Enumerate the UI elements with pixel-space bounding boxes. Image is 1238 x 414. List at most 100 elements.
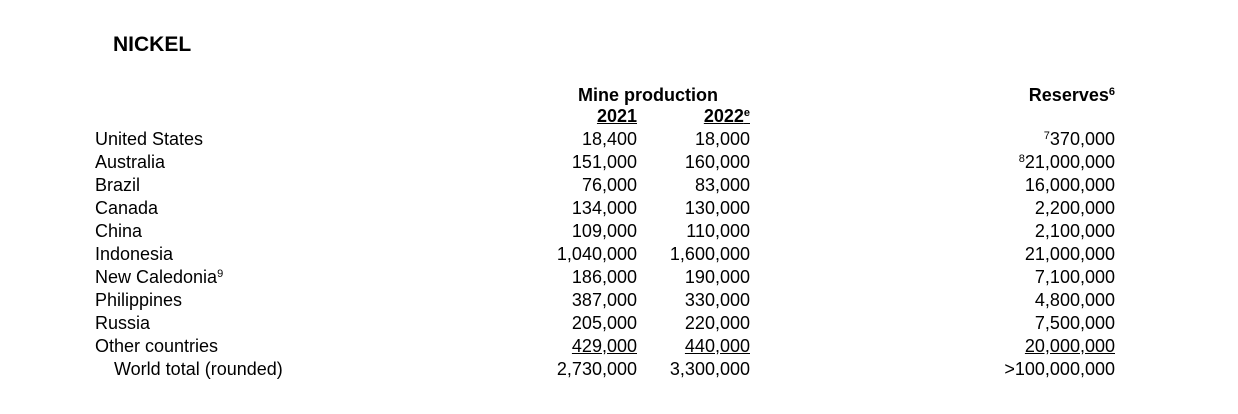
year-label: 2021 [596,106,637,126]
production-value: 3,300,000 [670,359,750,379]
name: Russia [95,313,151,333]
country-name: Other countries [95,336,218,356]
name: China [95,221,143,241]
production-value: 130,000 [685,198,750,218]
production-value: 387,000 [572,290,637,310]
production-value: 220,000 [685,313,750,333]
reserves-header: Reserves6 [1029,85,1115,105]
production-value: 440,000 [685,336,750,356]
year-label: 2022e [703,106,750,126]
reserves-value: 21,000,000 [1025,244,1115,264]
name: Other countries [95,336,219,356]
country-name: Indonesia [95,244,173,264]
footnote: 9 [217,268,224,280]
value: 160,000 [684,152,750,172]
reserves-value: 20,000,000 [1025,336,1115,356]
value: 76,000 [581,175,637,195]
production-value: 83,000 [695,175,750,195]
country-name: New Caledonia9 [95,267,223,287]
value: 2,200,000 [1034,198,1115,218]
value: 205,000 [571,313,637,333]
footnote: e [743,107,750,119]
production-value: 1,040,000 [557,244,637,264]
country-name: Australia [95,152,165,172]
reserves-value: 821,000,000 [1019,152,1115,172]
name: United States [95,129,204,149]
value: 18,400 [581,129,637,149]
name: Indonesia [95,244,174,264]
name: Canada [95,198,159,218]
name: New Caledonia [95,267,218,287]
reserves-value: >100,000,000 [1004,359,1115,379]
production-value: 1,600,000 [670,244,750,264]
value: 134,000 [571,198,637,218]
production-value: 429,000 [572,336,637,356]
value: 330,000 [684,290,750,310]
production-value: 110,000 [686,221,750,241]
group-header: Mine production [578,85,718,105]
production-value: 186,000 [572,267,637,287]
reserves-label: Reserves [1028,85,1109,105]
country-name: Canada [95,198,158,218]
reserves-value: 7370,000 [1044,129,1115,149]
value: 18,000 [694,129,750,149]
value: 387,000 [571,290,637,310]
value: 429,000 [571,336,637,356]
production-value: 160,000 [685,152,750,172]
name: Brazil [95,175,141,195]
value: 7,100,000 [1034,267,1115,287]
title: NICKEL [113,33,192,56]
production-value: 2,730,000 [557,359,637,379]
name: World total (rounded) [114,359,283,379]
value: 440,000 [684,336,750,356]
country-name: World total (rounded) [114,359,283,379]
production-value: 190,000 [685,267,750,287]
footnote: 8 [1018,153,1025,165]
reserves-value: 4,800,000 [1035,290,1115,310]
value: 2,730,000 [556,359,637,379]
production-value: 109,000 [572,221,637,241]
country-name: Philippines [95,290,182,310]
reserves-value: 7,500,000 [1035,313,1115,333]
production-value: 18,400 [582,129,637,149]
year-header: 2022e [704,106,750,126]
value: 190,000 [684,267,750,287]
footnote: 7 [1043,130,1050,142]
reserves-value: 2,200,000 [1035,198,1115,218]
value: 3,300,000 [669,359,750,379]
production-value: 205,000 [572,313,637,333]
year-header: 2021 [597,106,637,126]
country-name: Russia [95,313,150,333]
value: 151,000 [571,152,637,172]
country-name: China [95,221,142,241]
value: 83,000 [694,175,750,195]
country-name: United States [95,129,203,149]
value: 130,000 [684,198,750,218]
country-name: Brazil [95,175,140,195]
value: 110,000 [686,221,750,241]
reserves-value: 7,100,000 [1035,267,1115,287]
reserves-value: 16,000,000 [1025,175,1115,195]
value: 7,500,000 [1034,313,1115,333]
value: 4,800,000 [1034,290,1115,310]
value: 186,000 [571,267,637,287]
production-value: 76,000 [582,175,637,195]
value: 2,100,000 [1034,221,1115,241]
value: 21,000,000 [1024,152,1115,172]
production-value: 151,000 [572,152,637,172]
value: 1,600,000 [669,244,750,264]
production-value: 134,000 [572,198,637,218]
name: Australia [95,152,166,172]
value: 1,040,000 [556,244,637,264]
value: 16,000,000 [1024,175,1115,195]
value: 370,000 [1049,129,1115,149]
reserves-value: 2,100,000 [1035,221,1115,241]
footnote: 6 [1108,86,1115,98]
value: 109,000 [571,221,637,241]
production-value: 18,000 [695,129,750,149]
value: 220,000 [684,313,750,333]
value: >100,000,000 [1004,359,1115,379]
name: Philippines [95,290,183,310]
value: 20,000,000 [1024,336,1115,356]
